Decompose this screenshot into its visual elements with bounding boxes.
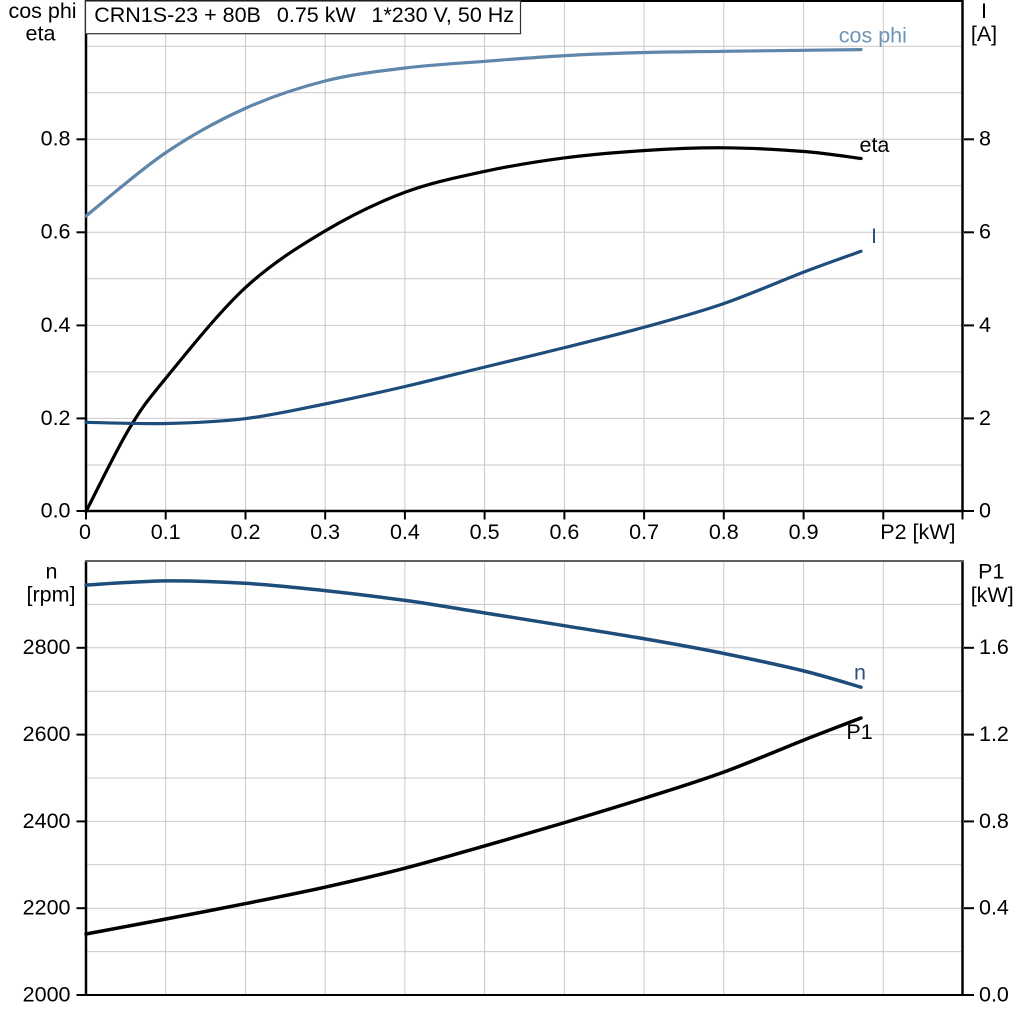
svg-text:0.7: 0.7 [629, 520, 659, 544]
svg-text:I: I [871, 224, 877, 248]
svg-text:0.0: 0.0 [979, 982, 1009, 1006]
svg-text:0.0: 0.0 [41, 498, 71, 522]
svg-text:CRN1S-23 + 80B: CRN1S-23 + 80B [94, 3, 261, 27]
svg-text:2600: 2600 [23, 722, 71, 746]
svg-text:0.4: 0.4 [41, 313, 71, 337]
svg-text:0: 0 [79, 520, 91, 544]
svg-text:0.75 kW: 0.75 kW [277, 3, 357, 27]
svg-text:I: I [981, 0, 987, 23]
svg-text:4: 4 [979, 313, 991, 337]
svg-text:0.3: 0.3 [310, 520, 340, 544]
svg-text:eta: eta [26, 22, 56, 46]
svg-text:0.8: 0.8 [979, 809, 1009, 833]
svg-text:6: 6 [979, 220, 991, 244]
svg-text:0.4: 0.4 [390, 520, 420, 544]
svg-text:0.9: 0.9 [789, 520, 819, 544]
svg-text:n: n [46, 559, 58, 583]
svg-text:8: 8 [979, 127, 991, 151]
svg-text:0.4: 0.4 [979, 896, 1009, 920]
svg-text:0.6: 0.6 [41, 220, 71, 244]
svg-text:cos phi: cos phi [839, 23, 907, 47]
svg-text:0.6: 0.6 [549, 520, 579, 544]
svg-text:eta: eta [860, 133, 890, 157]
svg-text:0.1: 0.1 [151, 520, 181, 544]
svg-text:2800: 2800 [23, 635, 71, 659]
svg-text:1.6: 1.6 [979, 635, 1009, 659]
svg-text:1.2: 1.2 [979, 722, 1009, 746]
svg-text:2400: 2400 [23, 809, 71, 833]
svg-text:P2 [kW]: P2 [kW] [880, 520, 955, 544]
svg-text:[kW]: [kW] [971, 583, 1014, 607]
svg-text:0.2: 0.2 [231, 520, 261, 544]
svg-text:cos phi: cos phi [8, 0, 76, 23]
svg-text:0: 0 [979, 498, 991, 522]
svg-text:0.8: 0.8 [41, 127, 71, 151]
svg-text:0.8: 0.8 [709, 520, 739, 544]
svg-text:[rpm]: [rpm] [27, 582, 76, 606]
svg-text:2: 2 [979, 406, 991, 430]
svg-text:n: n [854, 660, 866, 684]
svg-text:0.2: 0.2 [41, 406, 71, 430]
svg-text:P1: P1 [978, 560, 1004, 584]
svg-text:1*230 V, 50 Hz: 1*230 V, 50 Hz [371, 3, 514, 27]
svg-text:P1: P1 [846, 720, 872, 744]
svg-text:[A]: [A] [971, 22, 997, 46]
svg-text:2200: 2200 [23, 896, 71, 920]
svg-text:0.5: 0.5 [470, 520, 500, 544]
svg-text:2000: 2000 [23, 982, 71, 1006]
